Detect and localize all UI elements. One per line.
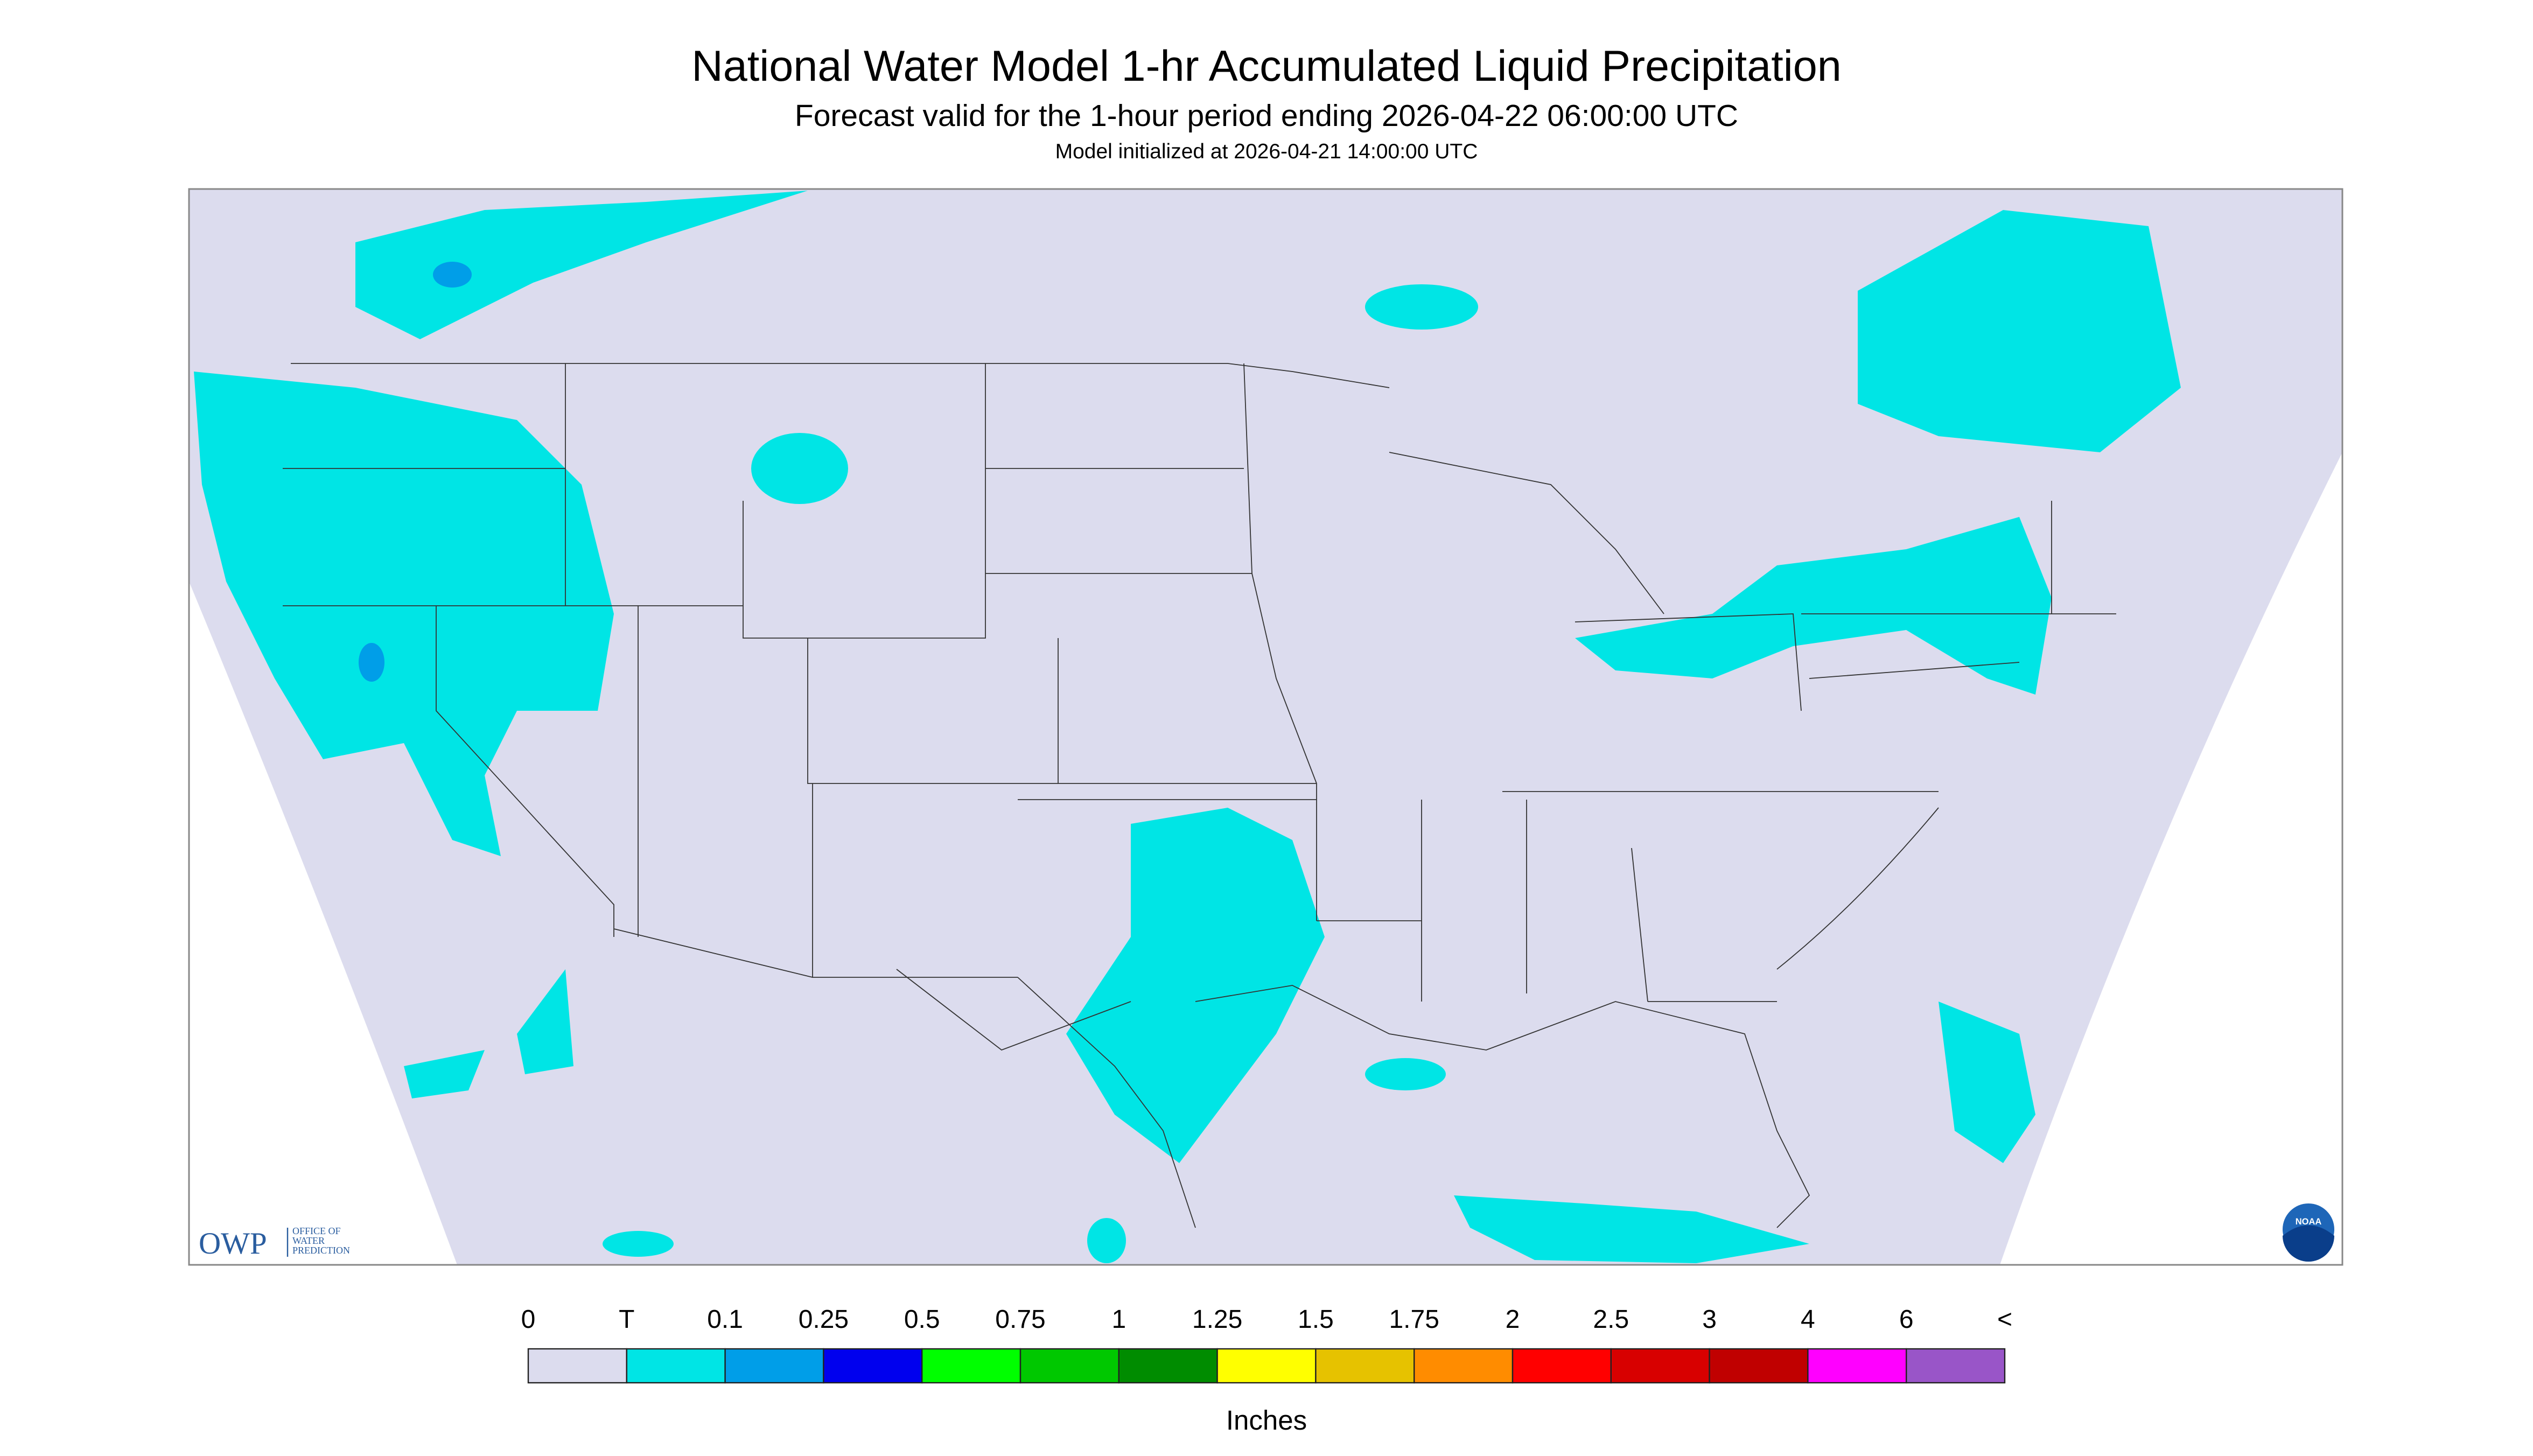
legend-label: 2 (1506, 1305, 1520, 1334)
logo-acronym: OWP (199, 1227, 267, 1261)
badge-text: NOAA (2296, 1217, 2322, 1227)
logo-line: PREDICTION (292, 1245, 350, 1256)
legend-label: 1.25 (1192, 1305, 1242, 1334)
legend-label: 6 (1899, 1305, 1914, 1334)
logo-text: OFFICE OF WATER PREDICTION (292, 1226, 350, 1256)
legend-swatch (1315, 1348, 1415, 1384)
legend-label: 1.75 (1389, 1305, 1439, 1334)
legend-swatch (1709, 1348, 1809, 1384)
legend: 0 T 0.1 0.25 0.5 0.75 1 1.25 1.5 1.75 2 2.5 3 4 6 < (521, 1305, 2012, 1384)
owp-logo: OWP OFFICE OF WATER PREDICTION (199, 1226, 350, 1261)
legend-swatch (626, 1348, 726, 1384)
legend-swatch (1216, 1348, 1317, 1384)
logo-line: WATER (292, 1235, 325, 1246)
subtitle: Forecast valid for the 1-hour period end… (795, 99, 1738, 133)
legend-label: 4 (1801, 1305, 1815, 1334)
legend-swatch (724, 1348, 824, 1384)
noaa-badge: NOAA (2283, 1203, 2334, 1262)
boundaries (283, 363, 2116, 1228)
legend-label: < (1997, 1305, 2012, 1334)
legend-swatch (527, 1348, 628, 1384)
legend-label: 0.5 (904, 1305, 940, 1334)
projection-edge (2000, 452, 2342, 1265)
legend-label: 0.25 (799, 1305, 849, 1334)
legend-label: 3 (1702, 1305, 1717, 1334)
legend-label: 0 (521, 1305, 536, 1334)
legend-swatch (1019, 1348, 1120, 1384)
legend-swatch (921, 1348, 1021, 1384)
legend-label: 2.5 (1593, 1305, 1629, 1334)
legend-label: 1.5 (1298, 1305, 1334, 1334)
precip-areas (194, 191, 2181, 1264)
map: OWP OFFICE OF WATER PREDICTION NOAA (188, 188, 2343, 1266)
legend-label: 0.1 (707, 1305, 743, 1334)
map-frame (188, 188, 2343, 1266)
legend-label: T (619, 1305, 634, 1334)
logo-line: OFFICE OF (292, 1226, 341, 1236)
legend-swatch (1414, 1348, 1514, 1384)
legend-swatch (1118, 1348, 1218, 1384)
legend-label: 0.75 (995, 1305, 1045, 1334)
init-time: Model initialized at 2026-04-21 14:00:00… (1055, 140, 1478, 163)
legend-swatch (823, 1348, 923, 1384)
legend-swatch (1807, 1348, 1907, 1384)
legend-swatch (1905, 1348, 2006, 1384)
projection-edge (189, 582, 457, 1265)
legend-swatch (1512, 1348, 1612, 1384)
title: National Water Model 1-hr Accumulated Li… (691, 42, 1842, 90)
legend-label: 1 (1111, 1305, 1126, 1334)
legend-swatch (1610, 1348, 1710, 1384)
legend-unit: Inches (1226, 1405, 1307, 1436)
